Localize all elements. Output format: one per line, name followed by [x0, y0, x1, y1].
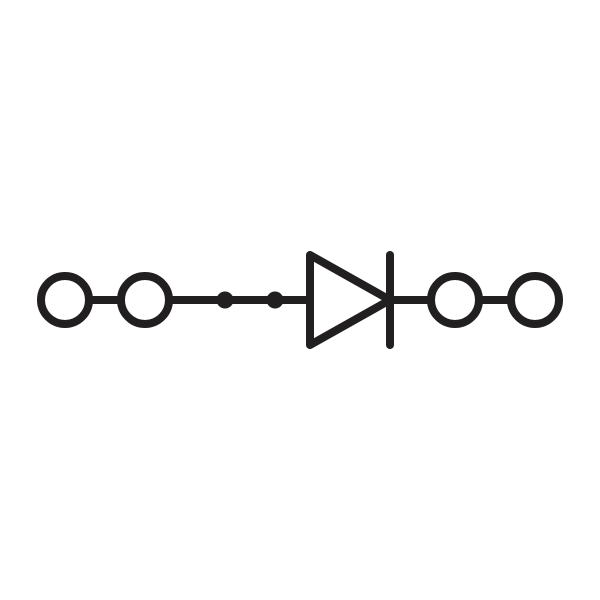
circuit-diagram — [0, 0, 600, 600]
terminal-circle — [121, 276, 169, 324]
terminal-circle — [511, 276, 559, 324]
terminal-circle — [431, 276, 479, 324]
diode-anode-triangle — [310, 255, 390, 345]
terminal-circle — [41, 276, 89, 324]
